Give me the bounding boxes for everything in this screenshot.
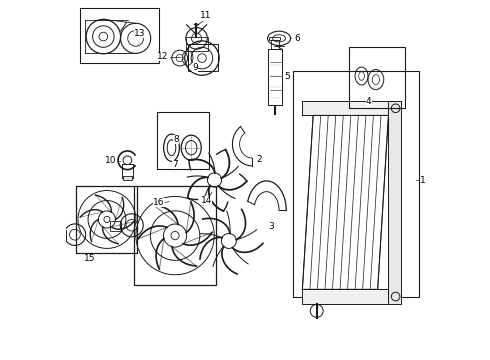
Bar — [80, 8, 159, 63]
Bar — [186, 37, 208, 51]
Bar — [302, 289, 389, 304]
Bar — [134, 186, 216, 285]
Text: 4: 4 — [366, 96, 371, 105]
Text: 5: 5 — [284, 72, 290, 81]
Text: 13: 13 — [134, 29, 146, 38]
Bar — [294, 71, 419, 297]
Text: 3: 3 — [269, 222, 274, 231]
Text: 1: 1 — [420, 176, 426, 185]
Bar — [123, 176, 132, 180]
Text: 14: 14 — [201, 196, 212, 205]
Bar — [188, 44, 218, 71]
Text: 7: 7 — [172, 160, 178, 169]
Bar — [55, 230, 66, 240]
Bar — [270, 37, 280, 40]
Text: 11: 11 — [200, 12, 211, 21]
Bar — [76, 186, 137, 253]
Text: 8: 8 — [173, 135, 179, 144]
Text: 16: 16 — [153, 198, 165, 207]
Bar — [271, 40, 279, 49]
Text: 2: 2 — [257, 155, 262, 164]
Bar — [122, 164, 133, 178]
Text: 9: 9 — [192, 63, 197, 72]
Bar — [302, 101, 389, 116]
Text: 15: 15 — [84, 254, 96, 263]
Bar — [349, 47, 405, 108]
Text: 6: 6 — [294, 34, 300, 43]
Bar — [269, 49, 282, 105]
Bar — [110, 221, 121, 231]
Text: 12: 12 — [157, 53, 168, 62]
Bar — [157, 112, 209, 169]
Text: 10: 10 — [105, 157, 116, 166]
Bar — [389, 101, 401, 304]
Text: 11: 11 — [200, 11, 211, 20]
